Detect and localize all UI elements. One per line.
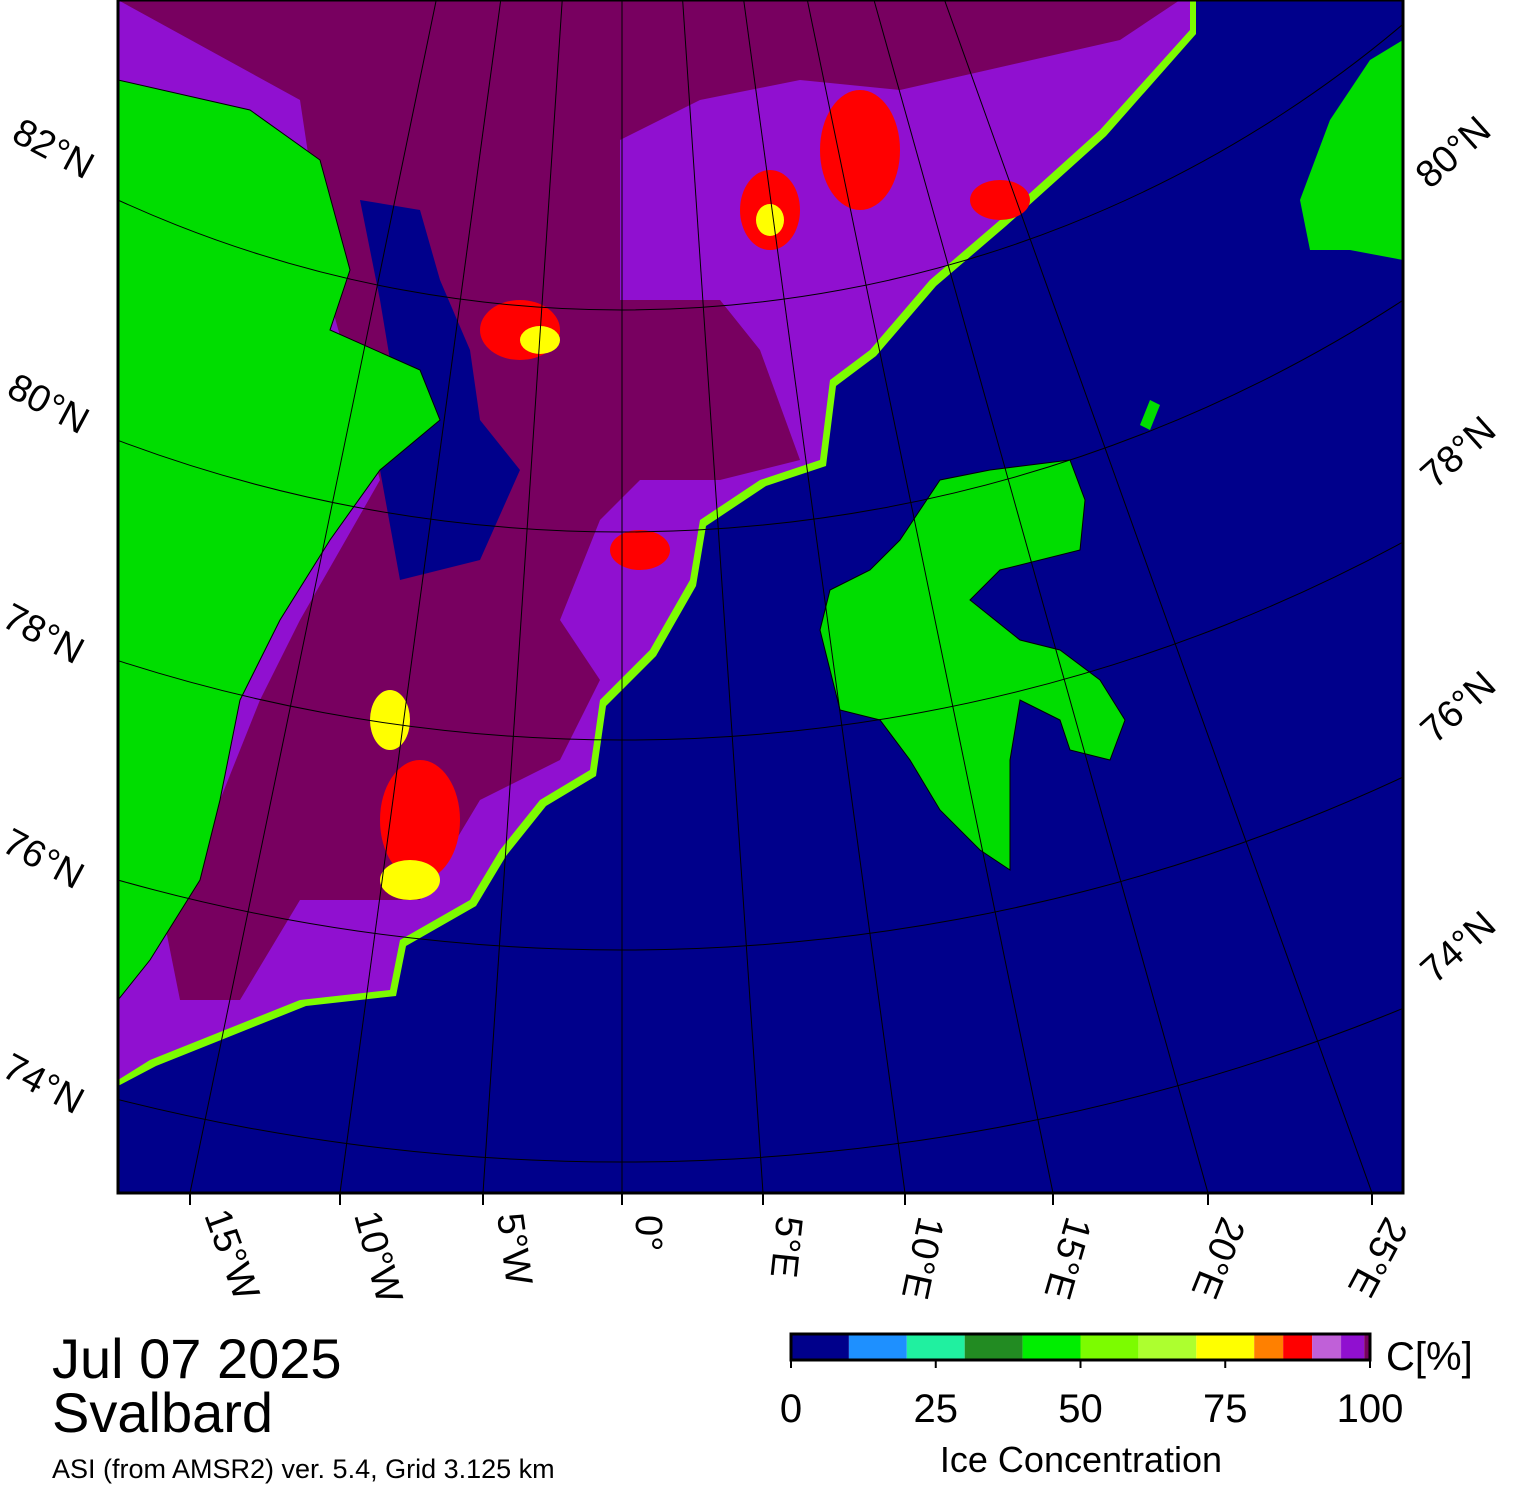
longitude-label: 0° [627, 1215, 669, 1251]
longitude-label: 15°E [1036, 1213, 1099, 1304]
latitude-label: 82°N [6, 111, 101, 188]
source: ASI (from AMSR2) ver. 5.4, Grid 3.125 km [52, 1454, 555, 1484]
longitude-label: 25°E [1339, 1211, 1415, 1304]
longitude-line [943, 0, 1373, 1193]
colorbar-tick-label: 100 [1337, 1387, 1404, 1431]
graticule [118, 0, 1403, 1193]
colorbar-tick-label: 0 [780, 1387, 802, 1431]
colorbar: 0 25 50 75 100 [780, 1332, 1404, 1431]
longitude-label: 10°E [893, 1213, 951, 1303]
colorbar-bin [1022, 1334, 1081, 1360]
longitude-line [873, 0, 1209, 1193]
colorbar-bin [906, 1334, 965, 1360]
colorbar-bin [791, 1334, 849, 1360]
svalbard-west [819, 459, 1126, 871]
colorbar-tick-label: 75 [1203, 1387, 1248, 1431]
longitude-label: 5°E [762, 1214, 810, 1280]
colorbar-tick-label: 50 [1058, 1387, 1103, 1431]
latitude-label: 74°N [0, 1046, 90, 1123]
colorbar-bin [1254, 1334, 1284, 1360]
longitude-line [682, 0, 764, 1193]
colorbar-bin [964, 1334, 1023, 1360]
longitude-line [482, 0, 563, 1193]
latitude-label: 76°N [0, 821, 90, 898]
colorbar-label: Ice Concentration [940, 1439, 1222, 1480]
colorbar-bin [1196, 1334, 1255, 1360]
latitude-label: 76°N [1413, 664, 1504, 752]
longitude-line [189, 0, 437, 1193]
latitude-label: 74°N [1413, 904, 1504, 992]
colorbar-bin [1080, 1334, 1139, 1360]
franz-josef-land [1300, 40, 1403, 260]
longitude-label: 10°W [345, 1206, 410, 1307]
open-water [360, 200, 520, 580]
latitude-label: 78°N [1413, 409, 1504, 497]
svalbard-island [1140, 400, 1160, 430]
latitude-label: 80°N [1408, 109, 1499, 197]
longitude-label: 5°W [488, 1210, 540, 1287]
longitude-line [339, 0, 502, 1193]
region: Svalbard [52, 1381, 273, 1444]
longitude-line [743, 0, 906, 1193]
colorbar-bin [1364, 1334, 1370, 1360]
latitude-label: 78°N [0, 596, 90, 673]
greenland [118, 79, 441, 1001]
longitude-label: 15°W [196, 1204, 267, 1306]
colorbar-bin [1312, 1334, 1342, 1360]
colorbar-bin [848, 1334, 907, 1360]
colorbar-unit: C[%] [1386, 1335, 1473, 1379]
longitude-line [806, 0, 1054, 1193]
colorbar-bin [1283, 1334, 1313, 1360]
date: Jul 07 2025 [52, 1327, 342, 1390]
map-frame [116, 0, 1405, 1195]
latitude-label: 80°N [1, 366, 96, 443]
longitude-label: 20°E [1183, 1212, 1253, 1305]
map [118, 0, 1403, 1193]
colorbar-bin [1341, 1334, 1365, 1360]
colorbar-bin [1138, 1334, 1197, 1360]
colorbar-tick-label: 25 [914, 1387, 959, 1431]
